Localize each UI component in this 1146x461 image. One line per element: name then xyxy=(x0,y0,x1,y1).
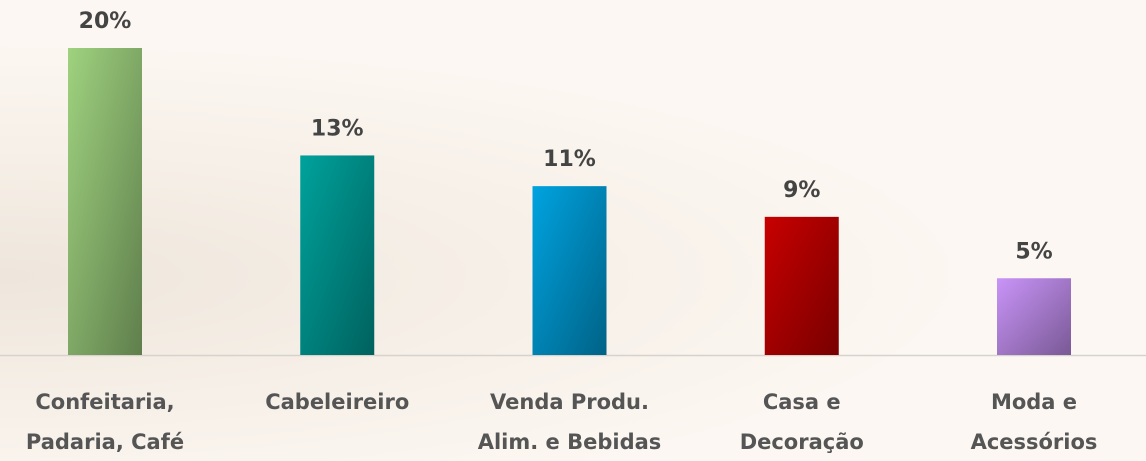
x-tick-label: Venda Produ. Alim. e Bebidas xyxy=(477,390,662,454)
value-label: 9% xyxy=(783,178,820,203)
bar xyxy=(68,48,142,355)
value-label: 5% xyxy=(1015,239,1052,264)
bar xyxy=(300,155,375,355)
bar xyxy=(764,216,839,355)
x-tick-label: Moda e Acessórios xyxy=(970,390,1098,454)
x-tick-label: Confeitaria, Padaria, Café xyxy=(25,390,185,454)
value-label: 20% xyxy=(79,9,132,34)
value-label: 13% xyxy=(311,116,364,141)
x-tick-label: Casa e Decoração xyxy=(739,390,864,454)
bar xyxy=(532,186,607,355)
value-label: 11% xyxy=(543,147,596,172)
bar xyxy=(997,278,1071,355)
x-tick-label: Cabeleireiro xyxy=(265,390,410,414)
